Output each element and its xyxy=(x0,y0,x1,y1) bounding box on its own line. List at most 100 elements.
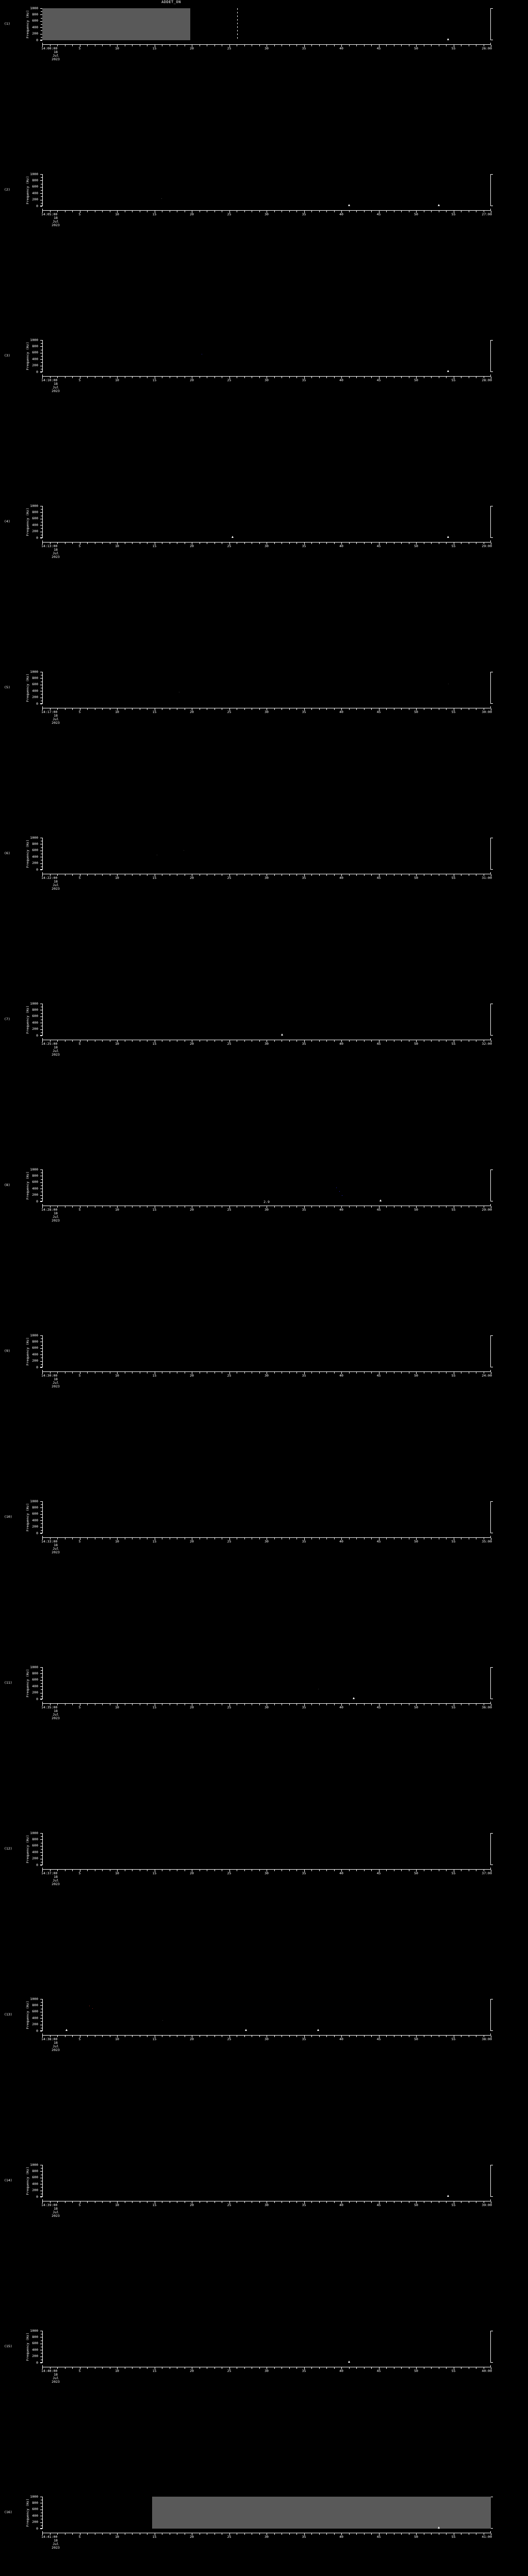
x-tick-label: 25 xyxy=(227,544,232,548)
x-tick-label: 35 xyxy=(302,544,306,548)
tick-cap xyxy=(40,2528,42,2529)
x-tick-minor xyxy=(244,2367,245,2369)
x-tick-label-end: 30:00 xyxy=(482,710,492,714)
detection-marker[interactable] xyxy=(65,2029,68,2031)
x-tick-minor xyxy=(356,543,357,544)
x-tick-minor xyxy=(50,1040,51,1042)
y-tick xyxy=(40,1839,42,1840)
x-tick-minor xyxy=(431,1040,432,1042)
plot-area[interactable]: 1000 800 600 400 200 0 Frequency (Hz) xyxy=(25,338,493,374)
x-tick-label: 50 xyxy=(414,1208,418,1212)
plot-area[interactable]: 1000 800 600 400 200 0 Frequency (Hz) xyxy=(25,836,493,871)
x-tick-label: 40 xyxy=(339,1374,343,1378)
y-axis-label: Frequency (Hz) xyxy=(25,1835,30,1863)
x-tick-label: 30 xyxy=(265,876,269,880)
x-axis-end-cap xyxy=(42,1702,43,1704)
x-tick-minor xyxy=(87,2533,88,2535)
x-tick-minor xyxy=(386,2201,387,2203)
plot-area[interactable]: 1000 800 600 400 200 0 Frequency (Hz) xyxy=(25,504,493,539)
x-tick-minor xyxy=(446,874,447,876)
x-tick-minor xyxy=(102,708,103,710)
x-tick-minor xyxy=(371,2036,372,2037)
plot-area[interactable]: 1000 800 600 400 200 0 Frequency (Hz) xyxy=(25,2329,493,2364)
x-tick-label-end: 38:00 xyxy=(482,2037,492,2041)
x-tick-minor xyxy=(401,2201,402,2203)
detection-marker[interactable] xyxy=(317,2029,319,2031)
x-tick-minor xyxy=(72,2533,73,2535)
x-tick-label: 35 xyxy=(302,2203,306,2207)
plot-area[interactable]: 1000 800 600 400 200 0 Frequency (Hz) xyxy=(25,1167,493,1203)
y-tick-label: 1000 xyxy=(30,1996,38,2001)
detection-marker[interactable] xyxy=(280,1033,283,1036)
plot-area[interactable]: 1000 800 600 400 200 0 Frequency (Hz) xyxy=(25,172,493,208)
plot-area[interactable]: 1000 800 600 400 200 0 Frequency (Hz) xyxy=(25,1831,493,1867)
x-tick-major xyxy=(378,543,380,545)
detection-marker[interactable] xyxy=(232,536,234,538)
detection-marker[interactable] xyxy=(438,204,440,206)
plot-area[interactable]: 1000 800 600 400 200 0 Frequency (Hz) xyxy=(25,1002,493,1037)
x-tick-minor xyxy=(87,2201,88,2203)
x-tick-label: 50 xyxy=(414,1042,418,1046)
x-tick-minor xyxy=(334,708,335,710)
x-tick-major xyxy=(416,708,417,710)
detection-marker[interactable] xyxy=(447,2195,449,2197)
x-tick-minor xyxy=(371,1704,372,1705)
x-tick-label-start: 14:13:00 xyxy=(41,544,58,548)
x-tick-minor xyxy=(57,1040,58,1042)
x-tick-minor xyxy=(57,874,58,876)
y-tick-minor xyxy=(41,1696,42,1697)
x-tick-minor xyxy=(326,211,327,212)
panel-index-label: (4) xyxy=(4,519,10,524)
x-tick-minor xyxy=(87,1704,88,1705)
x-tick-label: 45 xyxy=(376,1871,381,1875)
x-tick-label: 10 xyxy=(115,1208,119,1212)
x-axis-date-line: 2023 xyxy=(52,389,60,393)
plot-area[interactable]: 1000 800 600 400 200 0 Frequency (Hz) xyxy=(25,670,493,705)
plot-area[interactable]: 1000 800 600 400 200 0 Frequency (Hz) xyxy=(25,2495,493,2530)
x-tick-major xyxy=(378,1870,380,1872)
detection-marker[interactable] xyxy=(438,2527,440,2529)
x-tick-minor xyxy=(431,1870,432,1871)
plot-area[interactable]: 1000 800 600 400 200 0 Frequency (Hz) xyxy=(25,1499,493,1535)
y-tick-label: 1000 xyxy=(30,1831,38,1835)
x-tick-label: 10 xyxy=(115,2037,119,2041)
x-tick-label: 45 xyxy=(376,1705,381,1709)
x-tick-major xyxy=(378,1372,380,1374)
x-tick-minor xyxy=(102,1870,103,1871)
x-axis-date-stack: 18 Jul 2023 xyxy=(45,548,66,559)
detection-marker[interactable] xyxy=(245,2029,248,2031)
detection-marker[interactable] xyxy=(447,38,449,40)
tick-cap xyxy=(491,2030,493,2031)
x-tick-minor xyxy=(259,874,260,876)
y-tick-label: 600 xyxy=(32,848,38,853)
detection-marker[interactable] xyxy=(447,370,449,372)
x-tick-label: 50 xyxy=(414,876,418,880)
detection-marker[interactable] xyxy=(348,204,351,206)
y-axis-label: Frequency (Hz) xyxy=(25,2498,30,2527)
x-tick-label: 5 xyxy=(78,1042,81,1046)
x-axis-date-line: 18 xyxy=(54,1543,58,1547)
detection-marker[interactable] xyxy=(447,536,449,538)
x-tick-minor xyxy=(319,1372,320,1374)
y-tick-minor xyxy=(41,177,42,178)
detection-marker[interactable] xyxy=(353,1697,355,1699)
y-tick xyxy=(40,1686,42,1687)
x-tick-minor xyxy=(349,1206,350,1208)
plot-area[interactable]: 1000 800 600 400 200 0 Frequency (Hz) xyxy=(25,2163,493,2198)
x-tick-label-end: 35:00 xyxy=(482,1539,492,1544)
detection-marker[interactable] xyxy=(348,2361,351,2363)
y-tick-minor xyxy=(41,1683,42,1684)
plot-area[interactable]: 1000 800 600 400 200 0 Frequency (Hz) xyxy=(25,1997,493,2032)
plot-area[interactable]: 1000 800 600 400 200 0 Frequency (Hz) xyxy=(25,1333,493,1369)
x-tick-minor xyxy=(401,2367,402,2369)
detection-marker[interactable] xyxy=(380,1199,382,1201)
x-tick-minor xyxy=(50,2036,51,2037)
y-tick xyxy=(40,863,42,864)
y-tick-label: 800 xyxy=(32,841,38,846)
x-tick-minor xyxy=(364,2036,365,2037)
x-tick-minor xyxy=(132,45,133,46)
x-tick-minor xyxy=(274,874,275,876)
x-tick-minor xyxy=(102,543,103,544)
plot-area[interactable]: 1000 800 600 400 200 0 Frequency (Hz) xyxy=(25,6,493,42)
plot-area[interactable]: 1000 800 600 400 200 0 Frequency (Hz) xyxy=(25,1665,493,1701)
